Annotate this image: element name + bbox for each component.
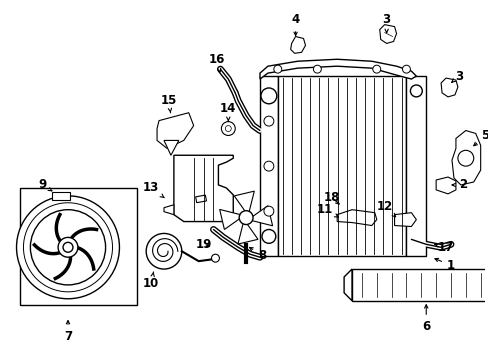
Bar (406, 76, 426, 256)
Text: 14: 14 (220, 102, 236, 121)
Circle shape (273, 65, 281, 73)
Text: 13: 13 (142, 181, 164, 198)
Circle shape (63, 242, 73, 252)
Circle shape (457, 150, 473, 166)
Circle shape (221, 122, 235, 135)
Text: 19: 19 (195, 238, 211, 251)
Text: 2: 2 (451, 179, 466, 192)
Polygon shape (219, 210, 241, 229)
Bar (52, 192, 70, 200)
Text: 5: 5 (473, 129, 488, 146)
Text: 9: 9 (38, 179, 52, 192)
Circle shape (313, 65, 321, 73)
Circle shape (239, 211, 252, 225)
Circle shape (17, 196, 119, 299)
Polygon shape (290, 36, 305, 53)
Text: 15: 15 (161, 94, 177, 113)
Text: 17: 17 (434, 241, 453, 254)
Polygon shape (379, 24, 396, 44)
Polygon shape (394, 213, 415, 226)
Polygon shape (344, 269, 351, 301)
Text: 12: 12 (376, 200, 395, 217)
Circle shape (211, 254, 219, 262)
Circle shape (146, 233, 182, 269)
Circle shape (264, 161, 273, 171)
Bar (195, 195, 206, 203)
Polygon shape (260, 59, 415, 79)
Polygon shape (234, 191, 254, 213)
Text: 10: 10 (142, 272, 159, 291)
Polygon shape (157, 113, 193, 148)
Circle shape (409, 85, 422, 97)
Circle shape (30, 210, 105, 285)
Bar (260, 76, 277, 256)
Text: 3: 3 (382, 13, 390, 32)
Polygon shape (238, 222, 258, 244)
Polygon shape (337, 210, 376, 225)
Polygon shape (163, 205, 174, 215)
Bar (277, 76, 406, 256)
Bar (20, 188, 137, 305)
Text: 11: 11 (317, 203, 338, 217)
Text: 3: 3 (451, 69, 462, 82)
Polygon shape (435, 177, 455, 194)
Circle shape (372, 65, 380, 73)
Circle shape (264, 206, 273, 216)
Circle shape (225, 126, 231, 131)
Polygon shape (250, 206, 272, 226)
Polygon shape (163, 140, 179, 155)
Polygon shape (174, 155, 233, 221)
Text: 4: 4 (291, 13, 299, 35)
Circle shape (264, 116, 273, 126)
Circle shape (402, 65, 409, 73)
Bar (351, 269, 488, 301)
Circle shape (261, 88, 276, 104)
Circle shape (262, 229, 275, 243)
Circle shape (58, 237, 78, 257)
Polygon shape (451, 131, 480, 185)
Polygon shape (440, 78, 457, 97)
Text: 16: 16 (208, 53, 224, 72)
Text: 7: 7 (64, 321, 72, 343)
Text: 6: 6 (421, 305, 429, 333)
Text: 8: 8 (249, 247, 265, 262)
Text: 1: 1 (434, 258, 454, 271)
Text: 18: 18 (324, 191, 340, 204)
